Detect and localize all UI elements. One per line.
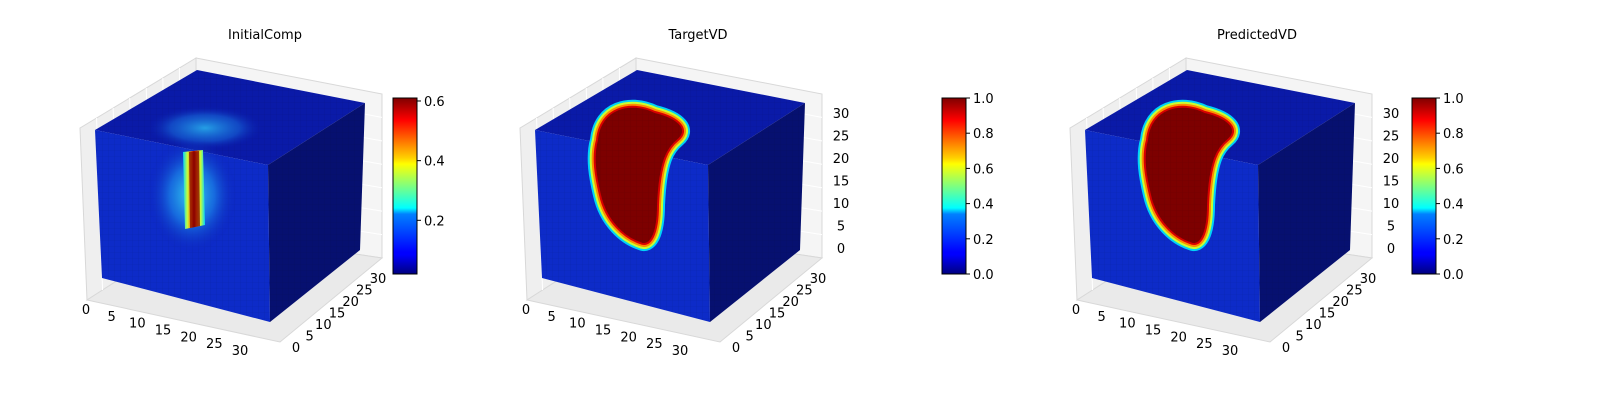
colorbar-tick-label: 0.0 <box>1443 268 1464 283</box>
x-tick-label: 5 <box>108 310 116 325</box>
x-tick-label: 20 <box>1170 330 1187 345</box>
y-tick-label: 0 <box>292 341 300 356</box>
colorbar-tick-label: 0.2 <box>973 233 994 248</box>
colorbar-tick-label: 0.0 <box>973 268 994 283</box>
voxel-grid <box>268 103 365 322</box>
z-tick-label: 25 <box>1383 130 1400 145</box>
z-tick-label: 15 <box>833 175 850 190</box>
x-tick-label: 0 <box>1072 303 1080 318</box>
y-tick-label: 0 <box>1282 341 1290 356</box>
x-tick-label: 0 <box>82 303 90 318</box>
x-tick-label: 25 <box>1196 337 1213 352</box>
y-tick-label: 15 <box>769 307 786 322</box>
x-tick-label: 25 <box>206 337 223 352</box>
x-tick-label: 30 <box>232 344 249 359</box>
y-tick-label: 5 <box>746 330 754 345</box>
z-tick-label: 20 <box>833 152 850 167</box>
colorbar <box>941 97 967 275</box>
colorbar-tick-label: 0.4 <box>424 155 445 170</box>
z-tick-label: 10 <box>833 197 850 212</box>
x-tick-label: 0 <box>522 303 530 318</box>
y-tick-label: 20 <box>342 295 359 310</box>
z-tick-label: 5 <box>1387 220 1395 235</box>
y-tick-label: 25 <box>1346 284 1363 299</box>
y-tick-label: 20 <box>1332 295 1349 310</box>
x-tick-label: 20 <box>180 330 197 345</box>
y-tick-label: 30 <box>1360 272 1377 287</box>
z-tick-label: 10 <box>1383 197 1400 212</box>
voxel-grid <box>708 103 805 322</box>
z-tick-label: 5 <box>837 220 845 235</box>
y-tick-label: 30 <box>370 272 387 287</box>
colorbar-tick-label: 0.4 <box>1443 198 1464 213</box>
top-glow <box>147 106 263 150</box>
z-tick-label: 0 <box>1387 242 1395 257</box>
voxel-grid <box>1258 103 1355 322</box>
colorbar-tick-label: 0.6 <box>424 95 445 110</box>
y-tick-label: 5 <box>1296 330 1304 345</box>
y-tick-label: 5 <box>306 330 314 345</box>
panel-title: TargetVD <box>667 28 727 43</box>
x-tick-label: 5 <box>548 310 556 325</box>
colorbar-tick-label: 0.4 <box>973 198 994 213</box>
z-tick-label: 20 <box>1383 152 1400 167</box>
x-tick-label: 10 <box>1119 317 1136 332</box>
colorbar <box>1411 97 1437 275</box>
x-tick-label: 10 <box>569 317 586 332</box>
y-tick-label: 15 <box>329 307 346 322</box>
x-tick-label: 10 <box>129 317 146 332</box>
z-tick-label: 30 <box>1383 107 1400 122</box>
colorbar-tick-label: 1.0 <box>973 92 994 107</box>
voxel-grid <box>594 106 684 245</box>
colorbar-tick-label: 0.8 <box>1443 127 1464 142</box>
y-tick-label: 10 <box>1305 318 1322 333</box>
x-tick-label: 20 <box>620 330 637 345</box>
y-tick-label: 20 <box>782 295 799 310</box>
x-tick-label: 5 <box>1098 310 1106 325</box>
z-tick-label: 25 <box>833 130 850 145</box>
colorbar-tick-label: 0.6 <box>1443 162 1464 177</box>
y-tick-label: 30 <box>810 272 827 287</box>
y-tick-label: 25 <box>796 284 813 299</box>
colorbar-tick-label: 0.8 <box>973 127 994 142</box>
colorbar-tick-label: 1.0 <box>1443 92 1464 107</box>
x-tick-label: 30 <box>672 344 689 359</box>
colorbar-tick-label: 0.6 <box>973 162 994 177</box>
colorbar-tick-label: 0.2 <box>424 214 445 229</box>
colorbar <box>392 97 418 275</box>
voxel-grid <box>1144 106 1234 245</box>
x-tick-label: 15 <box>595 324 612 339</box>
y-tick-label: 10 <box>315 318 332 333</box>
x-tick-label: 30 <box>1222 344 1239 359</box>
z-tick-label: 0 <box>837 242 845 257</box>
colorbar-tick-label: 0.2 <box>1443 233 1464 248</box>
y-tick-label: 25 <box>356 284 373 299</box>
panel-title: PredictedVD <box>1217 28 1297 43</box>
panel-title: InitialComp <box>228 28 302 43</box>
z-tick-label: 30 <box>833 107 850 122</box>
x-tick-label: 15 <box>155 324 172 339</box>
y-tick-label: 0 <box>732 341 740 356</box>
z-tick-label: 15 <box>1383 175 1400 190</box>
x-tick-label: 25 <box>646 337 663 352</box>
y-tick-label: 15 <box>1319 307 1336 322</box>
y-tick-label: 10 <box>755 318 772 333</box>
x-tick-label: 15 <box>1145 324 1162 339</box>
stripe-core <box>189 151 200 228</box>
